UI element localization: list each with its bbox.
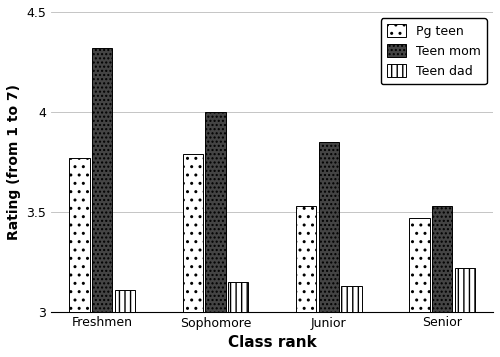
- Bar: [92, 48, 112, 357]
- X-axis label: Class rank: Class rank: [228, 335, 316, 350]
- Bar: [409, 218, 430, 357]
- Bar: [454, 268, 475, 357]
- Bar: [206, 112, 226, 357]
- Bar: [228, 282, 248, 357]
- Bar: [114, 290, 135, 357]
- Legend: Pg teen, Teen mom, Teen dad: Pg teen, Teen mom, Teen dad: [380, 18, 487, 84]
- Bar: [342, 286, 361, 357]
- Bar: [70, 158, 90, 357]
- Bar: [318, 142, 339, 357]
- Bar: [182, 154, 203, 357]
- Y-axis label: Rating (from 1 to 7): Rating (from 1 to 7): [7, 84, 21, 240]
- Bar: [432, 206, 452, 357]
- Bar: [296, 206, 316, 357]
